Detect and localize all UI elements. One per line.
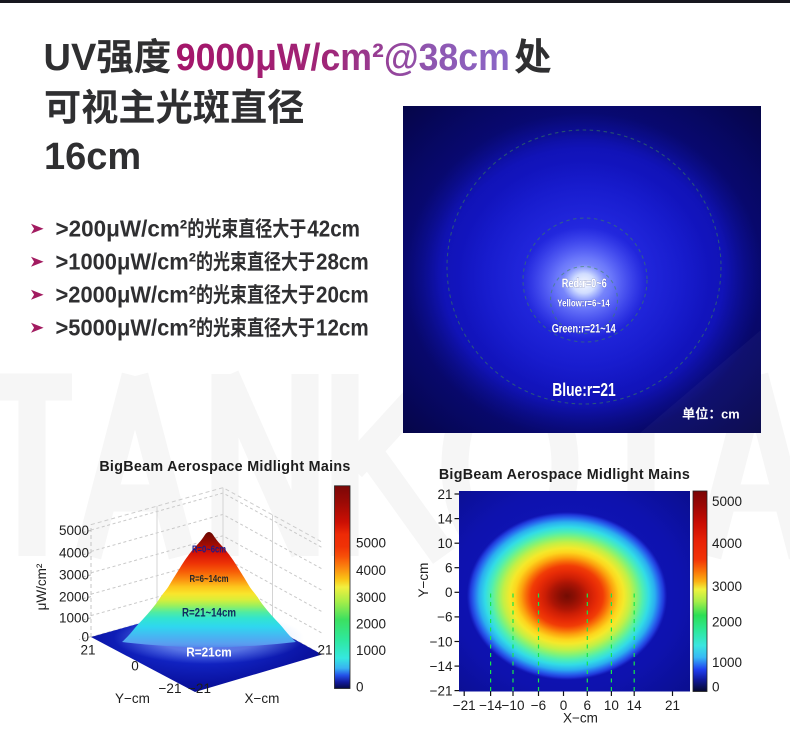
svg-text:μW/cm²: μW/cm² — [34, 563, 49, 610]
svg-text:6: 6 — [445, 561, 453, 576]
svg-text:1000: 1000 — [712, 655, 742, 670]
svg-text:BigBeam Aerospace Midlight Mai: BigBeam Aerospace Midlight Mains — [439, 467, 690, 483]
svg-text:2000: 2000 — [59, 589, 89, 604]
svg-text:R=6~14cm: R=6~14cm — [190, 573, 229, 585]
svg-text:X−cm: X−cm — [245, 691, 280, 706]
svg-text:−14: −14 — [479, 698, 502, 713]
svg-text:Yellow:r=6~14: Yellow:r=6~14 — [557, 298, 610, 310]
svg-text:Red:r=0~6: Red:r=0~6 — [562, 276, 607, 290]
svg-text:5000: 5000 — [356, 536, 386, 551]
svg-text:4000: 4000 — [59, 546, 89, 561]
svg-text:0: 0 — [81, 629, 89, 644]
svg-text:R=0~6cm: R=0~6cm — [192, 544, 226, 556]
svg-text:0: 0 — [445, 585, 453, 600]
svg-text:Y−cm: Y−cm — [115, 691, 150, 706]
svg-text:3000: 3000 — [59, 568, 89, 583]
svg-text:−21: −21 — [430, 683, 453, 698]
svg-text:28cm: 28cm — [316, 248, 369, 274]
svg-text:5000: 5000 — [59, 523, 89, 538]
svg-text:21: 21 — [437, 487, 452, 502]
svg-text:>200μW/cm²: >200μW/cm² — [56, 215, 188, 241]
svg-text:21: 21 — [317, 643, 332, 658]
svg-text:−21: −21 — [453, 698, 476, 713]
svg-text:12cm: 12cm — [316, 314, 369, 340]
svg-text:16cm: 16cm — [44, 136, 141, 178]
svg-text:14: 14 — [437, 511, 453, 526]
svg-text:−14: −14 — [430, 659, 453, 674]
svg-text:21: 21 — [665, 698, 680, 713]
svg-text:1000: 1000 — [59, 611, 89, 626]
svg-text:42cm: 42cm — [307, 215, 360, 241]
svg-text:>1000μW/cm²: >1000μW/cm² — [56, 248, 197, 274]
svg-text:10: 10 — [437, 536, 452, 551]
svg-text:Green:r=21~14: Green:r=21~14 — [552, 321, 616, 335]
svg-text:4000: 4000 — [712, 536, 742, 551]
svg-text:−6: −6 — [531, 698, 546, 713]
svg-text:R=21~14cm: R=21~14cm — [182, 608, 236, 620]
svg-text:5000: 5000 — [712, 494, 742, 509]
svg-text:10: 10 — [604, 698, 619, 713]
svg-text:4000: 4000 — [356, 563, 386, 578]
svg-text:cm: cm — [721, 407, 740, 422]
svg-text:−21: −21 — [188, 681, 211, 696]
svg-text:9000μW/cm²@38cm: 9000μW/cm²@38cm — [176, 37, 510, 79]
svg-text:3000: 3000 — [712, 579, 742, 594]
svg-text:>5000μW/cm²: >5000μW/cm² — [56, 314, 197, 340]
svg-text:Blue:r=21: Blue:r=21 — [552, 379, 616, 400]
svg-text:−10: −10 — [502, 698, 525, 713]
svg-text:−10: −10 — [430, 634, 453, 649]
svg-text:Y−cm: Y−cm — [416, 563, 431, 598]
svg-text:UV: UV — [44, 37, 97, 79]
svg-text:3000: 3000 — [356, 590, 386, 605]
svg-text:2000: 2000 — [356, 617, 386, 632]
svg-text:−6: −6 — [437, 610, 452, 625]
svg-text:0: 0 — [131, 659, 139, 674]
svg-text:>2000μW/cm²: >2000μW/cm² — [56, 281, 197, 307]
svg-text:2000: 2000 — [712, 614, 742, 629]
svg-text:0: 0 — [560, 698, 568, 713]
svg-text:0: 0 — [356, 679, 364, 694]
svg-text:6: 6 — [584, 698, 592, 713]
svg-text:R=21cm: R=21cm — [186, 646, 232, 660]
svg-text:X−cm: X−cm — [563, 711, 598, 726]
svg-text:1000: 1000 — [356, 643, 386, 658]
svg-text:−21: −21 — [159, 681, 182, 696]
svg-text:BigBeam Aerospace Midlight Mai: BigBeam Aerospace Midlight Mains — [99, 459, 350, 475]
svg-text:21: 21 — [80, 643, 95, 658]
svg-text:14: 14 — [627, 698, 643, 713]
svg-text:0: 0 — [712, 679, 720, 694]
svg-text:20cm: 20cm — [316, 281, 369, 307]
